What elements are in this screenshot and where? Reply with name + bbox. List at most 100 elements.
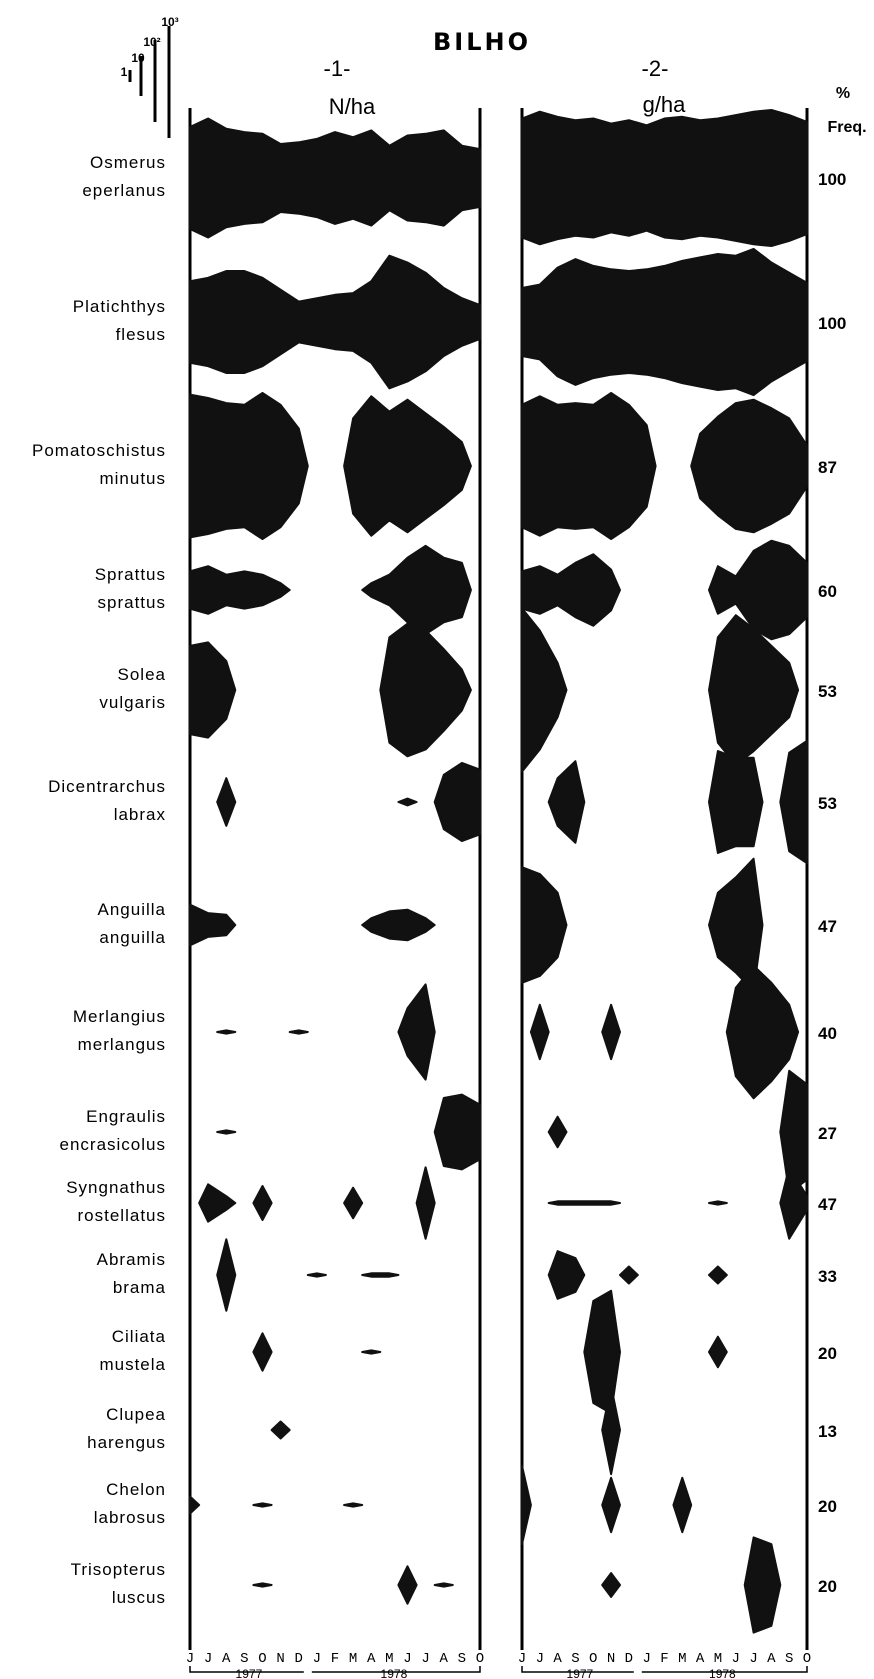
species-name-line2: minutus xyxy=(99,469,166,488)
species-frequency: 47 xyxy=(818,917,837,936)
year-label: 1978 xyxy=(709,1667,736,1679)
species-name-line2: labrosus xyxy=(94,1508,166,1527)
year-brace xyxy=(521,1666,808,1673)
year-label: 1977 xyxy=(567,1667,594,1679)
kite-panel-1 xyxy=(252,1332,382,1372)
species-frequency: 40 xyxy=(818,1024,837,1043)
species-name-line2: eperlanus xyxy=(82,181,166,200)
species-name-line1: Clupea xyxy=(106,1405,166,1424)
species-name-line1: Chelon xyxy=(106,1480,166,1499)
kite-panel-1 xyxy=(189,903,436,947)
kite-panel-1 xyxy=(189,544,472,636)
month-tick-label: O xyxy=(589,1651,597,1667)
month-tick-label: J xyxy=(204,1651,212,1667)
kite-panel-1 xyxy=(252,1565,454,1605)
panel-2-unit: g/ha xyxy=(643,92,687,117)
panel-1-number: -1- xyxy=(324,56,351,81)
month-tick-label: J xyxy=(186,1651,194,1667)
month-tick-label: M xyxy=(349,1651,357,1667)
species-name-line1: Engraulis xyxy=(86,1107,166,1126)
month-tick-label: N xyxy=(276,1651,284,1667)
scale-legend: 1 10 10² 10³ xyxy=(121,15,179,138)
kite-panel-1 xyxy=(189,254,481,390)
month-tick-label: S xyxy=(240,1651,248,1667)
month-tick-label: J xyxy=(313,1651,321,1667)
species-name-line2: vulgaris xyxy=(99,693,166,712)
month-tick-label: J xyxy=(732,1651,740,1667)
kite-panel-2 xyxy=(529,964,800,1100)
species-name-line2: merlangus xyxy=(78,1035,166,1054)
species-frequency: 87 xyxy=(818,458,837,477)
species-labels: Osmerus eperlanus Platichthys flesus Pomatos… xyxy=(32,153,167,1607)
month-tick-label: D xyxy=(625,1651,633,1667)
species-name-line2: encrasicolus xyxy=(60,1135,167,1154)
month-tick-label: J xyxy=(642,1651,650,1667)
species-frequency: 13 xyxy=(818,1422,837,1441)
month-tick-label: A xyxy=(767,1651,776,1667)
kite-panel-2 xyxy=(521,109,808,247)
species-name-line1: Anguilla xyxy=(98,900,167,919)
species-name-line1: Solea xyxy=(118,665,166,684)
species-frequency: 60 xyxy=(818,582,837,601)
kite-panel-1 xyxy=(270,1420,291,1440)
month-tick-label: J xyxy=(536,1651,544,1667)
month-tick-label: S xyxy=(458,1651,466,1667)
species-name-line1: Ciliata xyxy=(112,1327,166,1346)
month-tick-label: F xyxy=(660,1651,668,1667)
month-tick-label: A xyxy=(553,1651,562,1667)
month-tick-label: M xyxy=(714,1651,722,1667)
month-tick-label: A xyxy=(222,1651,231,1667)
species-name-line1: Abramis xyxy=(97,1250,166,1269)
year-label: 1978 xyxy=(381,1667,408,1679)
month-tick-label: J xyxy=(421,1651,429,1667)
kite-panel-2 xyxy=(521,1464,693,1546)
year-brace xyxy=(189,1666,481,1673)
kite-panel-2 xyxy=(521,607,800,773)
panel-1-frame xyxy=(188,108,482,1650)
year-label: 1977 xyxy=(236,1667,263,1679)
scale-label-1000: 10³ xyxy=(161,15,178,29)
kite-panel-1 xyxy=(189,391,472,541)
species-frequency: 20 xyxy=(818,1497,837,1516)
kite-panel-1 xyxy=(216,1238,400,1312)
scale-label-1: 1 xyxy=(121,65,128,79)
month-tick-label: D xyxy=(295,1651,303,1667)
kite-panel-2 xyxy=(547,1166,808,1240)
kite-panel-1 xyxy=(216,761,481,843)
species-frequency: 47 xyxy=(818,1195,837,1214)
species-frequency: 100 xyxy=(818,314,846,333)
freq-header-percent: % xyxy=(836,85,850,102)
chart-title: BILHO xyxy=(433,28,531,56)
kite-panel-1 xyxy=(189,117,481,239)
species-frequency: 100 xyxy=(818,170,846,189)
species-frequency: 27 xyxy=(818,1124,837,1143)
kite-panel-2 xyxy=(521,539,808,641)
month-tick-label: A xyxy=(440,1651,449,1667)
month-tick-label: M xyxy=(678,1651,686,1667)
species-frequency: 53 xyxy=(818,794,837,813)
species-frequency: 20 xyxy=(818,1577,837,1596)
species-name-line2: harengus xyxy=(87,1433,166,1452)
species-name-line1: Osmerus xyxy=(90,153,166,172)
month-tick-label: A xyxy=(367,1651,376,1667)
species-name-line2: labrax xyxy=(114,805,166,824)
species-name-line1: Dicentrarchus xyxy=(48,777,166,796)
species-name-line2: brama xyxy=(113,1278,166,1297)
kite-panel-2 xyxy=(521,247,808,397)
species-name-line1: Trisopterus xyxy=(71,1560,166,1579)
month-tick-label: J xyxy=(403,1651,411,1667)
species-name-line1: Sprattus xyxy=(95,565,166,584)
month-tick-label: S xyxy=(571,1651,579,1667)
kite-panel-1 xyxy=(198,1166,436,1240)
frequency-labels: 100 100 87 60 53 53 47 40 27 47 33 20 13 20 20 xyxy=(818,170,846,1596)
species-name-line1: Platichthys xyxy=(73,297,166,316)
species-frequency: 20 xyxy=(818,1344,837,1363)
kite-panel-2 xyxy=(583,1289,728,1415)
species-name-line1: Pomatoschistus xyxy=(32,441,166,460)
month-tick-label: O xyxy=(258,1651,266,1667)
species-name-line2: anguilla xyxy=(99,928,166,947)
month-tick-label: J xyxy=(518,1651,526,1667)
kite-panel-2 xyxy=(547,739,808,865)
